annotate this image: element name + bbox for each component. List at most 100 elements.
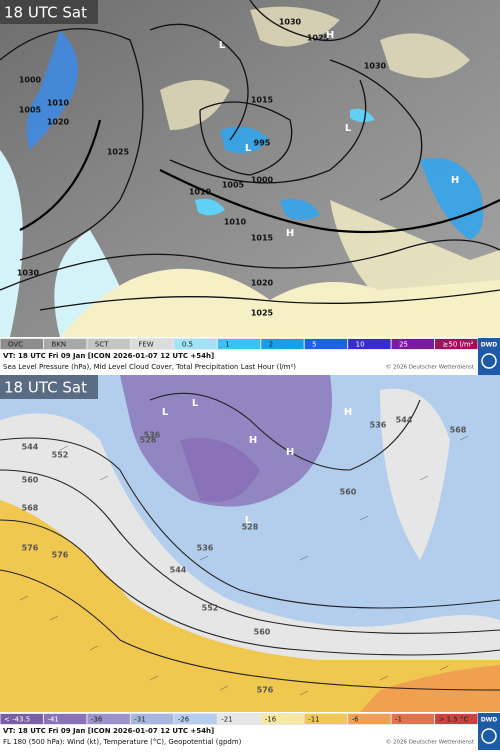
map-label: 568 <box>22 504 39 513</box>
title-background <box>0 0 98 24</box>
map-label: H <box>344 407 352 418</box>
legend-label: < -43.5 <box>4 716 30 724</box>
copyright: © 2026 Deutscher Wetterdienst <box>386 364 475 371</box>
legend-label: 2 <box>269 341 273 349</box>
legend-label: -1 <box>395 716 402 724</box>
map-label: 1015 <box>251 234 274 243</box>
map-label: 1000 <box>251 176 274 185</box>
map-label: 552 <box>202 604 219 613</box>
valid-time: VT: 18 UTC Fri 09 Jan [ICON 2026-01-07 1… <box>3 727 214 735</box>
panel: 1000100510101020102510159951000100510101… <box>0 0 500 375</box>
description: Sea Level Pressure (hPa), Mid Level Clou… <box>3 363 296 371</box>
map-label: 536 <box>370 421 387 430</box>
map-label: H <box>286 228 294 239</box>
legend-swatch <box>0 339 43 349</box>
legend-swatch <box>174 339 217 349</box>
upper-air-map <box>0 375 500 712</box>
legend-swatch <box>217 339 261 349</box>
legend-swatch <box>87 339 130 349</box>
map-label: 1015 <box>251 96 274 105</box>
legend-swatch <box>304 714 348 724</box>
legend-swatch <box>348 339 391 349</box>
map-label: H <box>286 447 294 458</box>
logo: DWD <box>481 342 498 349</box>
legend-swatch <box>435 339 478 349</box>
map-label: 1020 <box>47 118 70 127</box>
legend-swatch <box>174 714 217 724</box>
legend-swatch <box>391 339 435 349</box>
map-label: L <box>245 515 252 526</box>
panel-title: 18 UTC Sat <box>4 379 87 397</box>
legend-label: 1 <box>225 341 229 349</box>
legend-label: 25 <box>399 341 408 349</box>
map-label: 568 <box>450 426 467 435</box>
map-label: L <box>219 40 226 51</box>
map-label: 1005 <box>19 106 42 115</box>
map-label: 536 <box>197 544 214 553</box>
legend-swatch <box>217 714 261 724</box>
map-label: 576 <box>257 686 274 695</box>
map-label: 528 <box>242 523 259 532</box>
map-label: H <box>249 435 257 446</box>
legend-label: -6 <box>352 716 360 724</box>
logo-mark <box>481 728 497 744</box>
info-background <box>0 350 500 375</box>
map-label: 544 <box>170 566 187 575</box>
map-label: 1030 <box>364 62 387 71</box>
legend-swatch <box>0 714 43 724</box>
map-label: 1025 <box>251 309 274 318</box>
map-label: L <box>345 123 352 134</box>
map-label: 560 <box>22 476 39 485</box>
legend-swatch <box>348 714 391 724</box>
legend-label: SCT <box>95 341 109 349</box>
legend-label: -11 <box>308 716 319 724</box>
legend-label: 10 <box>356 341 365 349</box>
title-background <box>0 375 98 399</box>
map-label: 1025 <box>107 148 130 157</box>
legend-label: -31 <box>134 716 145 724</box>
map-label: 1025 <box>307 34 330 43</box>
map-label: 1005 <box>222 181 245 190</box>
legend-label: -41 <box>47 716 58 724</box>
map-label: 528 <box>140 436 157 445</box>
map-label: 1010 <box>189 188 212 197</box>
legend-label: FEW <box>138 341 153 349</box>
map-label: 544 <box>396 416 413 425</box>
map-label: 560 <box>340 488 357 497</box>
legend-swatch <box>261 339 304 349</box>
map-label: 560 <box>254 628 271 637</box>
legend-swatch <box>130 339 174 349</box>
map-label: 1030 <box>17 269 40 278</box>
legend-label: ≥50 l/m² <box>443 341 474 349</box>
surface-map <box>0 0 500 337</box>
legend-label: -16 <box>265 716 277 724</box>
legend-label: -21 <box>221 716 232 724</box>
legend-swatch <box>130 714 174 724</box>
map-label: 536 <box>144 431 161 440</box>
legend-label: -36 <box>91 716 103 724</box>
map-label: 552 <box>52 451 69 460</box>
map-label: H <box>326 30 334 41</box>
map-label: 995 <box>254 139 271 148</box>
valid-time: VT: 18 UTC Fri 09 Jan [ICON 2026-01-07 1… <box>3 352 214 360</box>
map-label: 544 <box>22 443 39 452</box>
legend-label: OVC <box>8 341 23 349</box>
map-label: 1010 <box>224 218 247 227</box>
map-label: 1030 <box>279 18 302 27</box>
legend-swatch <box>435 714 478 724</box>
legend-swatch <box>261 714 304 724</box>
legend-swatch <box>87 714 130 724</box>
map-label: 1020 <box>251 279 274 288</box>
description: FL 180 (500 hPa): Wind (kt), Temperature… <box>3 738 242 746</box>
legend-swatch <box>304 339 348 349</box>
map-label: L <box>162 407 169 418</box>
map-label: H <box>451 175 459 186</box>
map-label: 1010 <box>47 99 70 108</box>
map-label: L <box>192 398 199 409</box>
legend-swatch <box>43 339 87 349</box>
copyright: © 2026 Deutscher Wetterdienst <box>386 739 475 746</box>
legend-label: 0.5 <box>182 341 193 349</box>
legend-swatch <box>43 714 87 724</box>
